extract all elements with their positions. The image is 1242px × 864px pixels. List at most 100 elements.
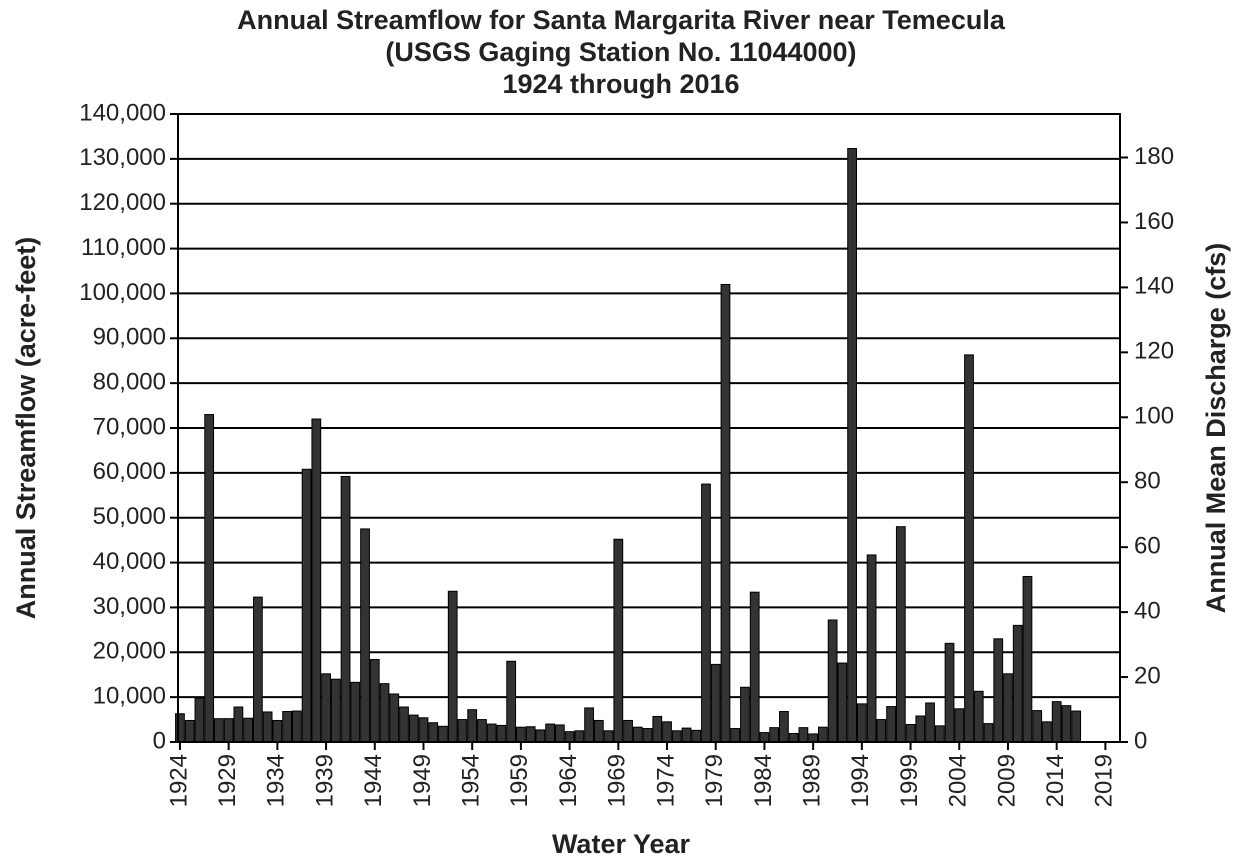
plot-frame bbox=[177, 113, 1121, 743]
bar bbox=[915, 715, 926, 743]
bar bbox=[321, 673, 331, 743]
bar bbox=[827, 619, 838, 743]
bar bbox=[175, 713, 185, 743]
y-tick-label: 30,000 bbox=[93, 593, 166, 620]
y-tick-label: 100,000 bbox=[79, 279, 166, 306]
bar bbox=[1042, 721, 1052, 743]
x-axis-label: Water Year bbox=[552, 829, 691, 859]
bar bbox=[1022, 575, 1033, 743]
x-tick-label: 1974 bbox=[652, 754, 679, 807]
bar bbox=[691, 729, 702, 743]
bar bbox=[584, 707, 594, 743]
bar bbox=[194, 697, 205, 743]
bar bbox=[516, 726, 526, 743]
bar bbox=[993, 638, 1004, 743]
x-tick-label: 1979 bbox=[701, 754, 728, 807]
y-tick-label: 40,000 bbox=[93, 548, 166, 575]
chart-subtitle: (USGS Gaging Station No. 11044000) bbox=[385, 37, 856, 67]
x-tick-label: 2019 bbox=[1091, 754, 1118, 807]
y2-tick-label: 180 bbox=[1134, 143, 1174, 170]
y-tick-label: 50,000 bbox=[93, 503, 166, 530]
bar bbox=[545, 723, 556, 743]
bar bbox=[184, 719, 195, 743]
bar bbox=[886, 706, 896, 743]
chart-title: Annual Streamflow for Santa Margarita Ri… bbox=[237, 5, 1006, 35]
y-tick-label: 110,000 bbox=[81, 234, 166, 261]
x-tick-label: 1939 bbox=[311, 754, 338, 807]
x-tick-label: 2014 bbox=[1042, 754, 1069, 807]
y-tick-label: 0 bbox=[153, 727, 166, 754]
y-tick-label: 120,000 bbox=[79, 189, 166, 216]
bar bbox=[291, 710, 302, 743]
chart-subtitle: 1924 through 2016 bbox=[502, 69, 739, 99]
y2-tick-label: 140 bbox=[1134, 273, 1174, 300]
bar bbox=[389, 693, 400, 743]
y-tick-label: 140,000 bbox=[79, 99, 166, 126]
y-tick-label: 80,000 bbox=[93, 368, 166, 395]
x-tick-label: 1999 bbox=[896, 754, 923, 807]
bar bbox=[944, 642, 955, 743]
x-tick-label: 1934 bbox=[263, 754, 290, 807]
y-tick-label: 70,000 bbox=[93, 413, 166, 440]
bar bbox=[934, 725, 945, 743]
bar bbox=[1003, 673, 1013, 743]
bar bbox=[1061, 705, 1072, 743]
x-tick-label: 2004 bbox=[945, 754, 972, 807]
bar bbox=[671, 730, 682, 743]
bar bbox=[1032, 710, 1043, 743]
y2-tick-label: 20 bbox=[1134, 662, 1161, 689]
bar bbox=[360, 528, 370, 743]
bar bbox=[613, 538, 624, 743]
bar bbox=[399, 706, 409, 743]
bar bbox=[330, 678, 341, 743]
y-tick-label: 130,000 bbox=[79, 144, 166, 171]
x-tick-label: 1994 bbox=[847, 754, 874, 807]
y-tick-label: 90,000 bbox=[93, 324, 166, 351]
bar bbox=[895, 526, 906, 743]
bar bbox=[720, 283, 731, 743]
bar bbox=[506, 660, 517, 743]
y2-tick-label: 160 bbox=[1134, 208, 1174, 235]
bar bbox=[477, 719, 487, 743]
bar bbox=[681, 727, 692, 743]
bar bbox=[779, 710, 789, 743]
bar bbox=[740, 686, 750, 743]
bar bbox=[973, 690, 984, 743]
bar bbox=[467, 709, 478, 743]
bar bbox=[350, 681, 361, 743]
x-tick-label: 1984 bbox=[750, 754, 777, 807]
bar bbox=[369, 658, 380, 743]
x-tick-label: 1969 bbox=[604, 754, 631, 807]
bar bbox=[749, 591, 760, 743]
bar bbox=[701, 483, 711, 743]
bar bbox=[301, 468, 312, 743]
bar bbox=[428, 722, 439, 743]
bar bbox=[847, 148, 857, 743]
x-tick-label: 1959 bbox=[506, 754, 533, 807]
y2-tick-label: 40 bbox=[1134, 597, 1161, 624]
bar bbox=[632, 726, 643, 743]
bar bbox=[564, 731, 575, 743]
bar bbox=[1051, 701, 1062, 743]
bar bbox=[243, 717, 254, 743]
y-tick-label: 10,000 bbox=[93, 682, 166, 709]
bar bbox=[223, 718, 234, 743]
y-axis-label: Annual Streamflow (acre-feet) bbox=[11, 237, 41, 620]
bar bbox=[983, 723, 994, 743]
bar bbox=[252, 596, 263, 743]
x-tick-label: 2009 bbox=[993, 754, 1020, 807]
bar bbox=[214, 718, 224, 743]
y2-tick-label: 60 bbox=[1134, 533, 1161, 560]
bar bbox=[525, 726, 536, 743]
bar bbox=[769, 727, 780, 743]
bar bbox=[204, 414, 215, 743]
x-tick-label: 1944 bbox=[360, 754, 387, 807]
y-tick-label: 60,000 bbox=[93, 458, 166, 485]
bar bbox=[447, 590, 458, 743]
bar bbox=[1012, 624, 1023, 743]
bar bbox=[759, 732, 770, 743]
bar bbox=[418, 717, 429, 743]
bar bbox=[311, 418, 322, 743]
bar bbox=[662, 721, 672, 743]
x-tick-label: 1929 bbox=[214, 754, 241, 807]
